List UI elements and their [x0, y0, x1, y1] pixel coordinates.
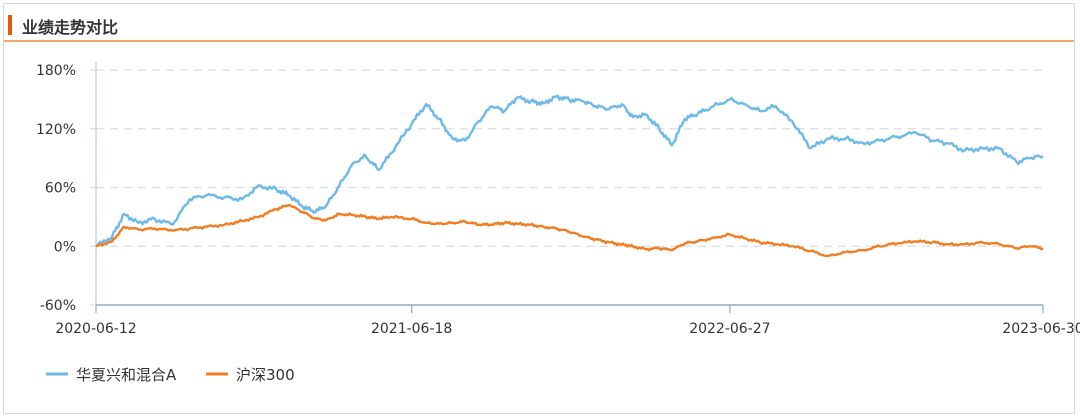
y-tick-label: 60% [45, 181, 76, 197]
panel-title: 业绩走势对比 [22, 18, 119, 37]
y-tick-label: 120% [36, 122, 76, 138]
series-line-index [95, 203, 1044, 258]
header-accent-bar [8, 15, 12, 35]
legend-label[interactable]: 沪深300 [236, 366, 295, 384]
y-tick-label: 0% [54, 239, 76, 255]
y-tick-label: 180% [36, 63, 76, 79]
legend[interactable]: 华夏兴和混合A 沪深300 [46, 366, 295, 384]
y-tick-label: -60% [40, 298, 76, 314]
x-tick-label: 2020-06-12 [55, 321, 136, 337]
x-tick-label: 2023-06-30 [1002, 321, 1080, 337]
series-lines [95, 94, 1044, 258]
legend-label[interactable]: 华夏兴和混合A [76, 366, 177, 384]
axes: 180% 120% 60% 0% -60% 2020-06-12 2021-06-18 202… [36, 62, 1080, 337]
panel-header: 业绩走势对比 [4, 4, 1074, 42]
grid-lines [96, 69, 1043, 247]
series-line-fund [95, 94, 1044, 248]
x-tick-label: 2022-06-27 [689, 321, 770, 337]
x-tick-label: 2021-06-18 [371, 321, 452, 337]
